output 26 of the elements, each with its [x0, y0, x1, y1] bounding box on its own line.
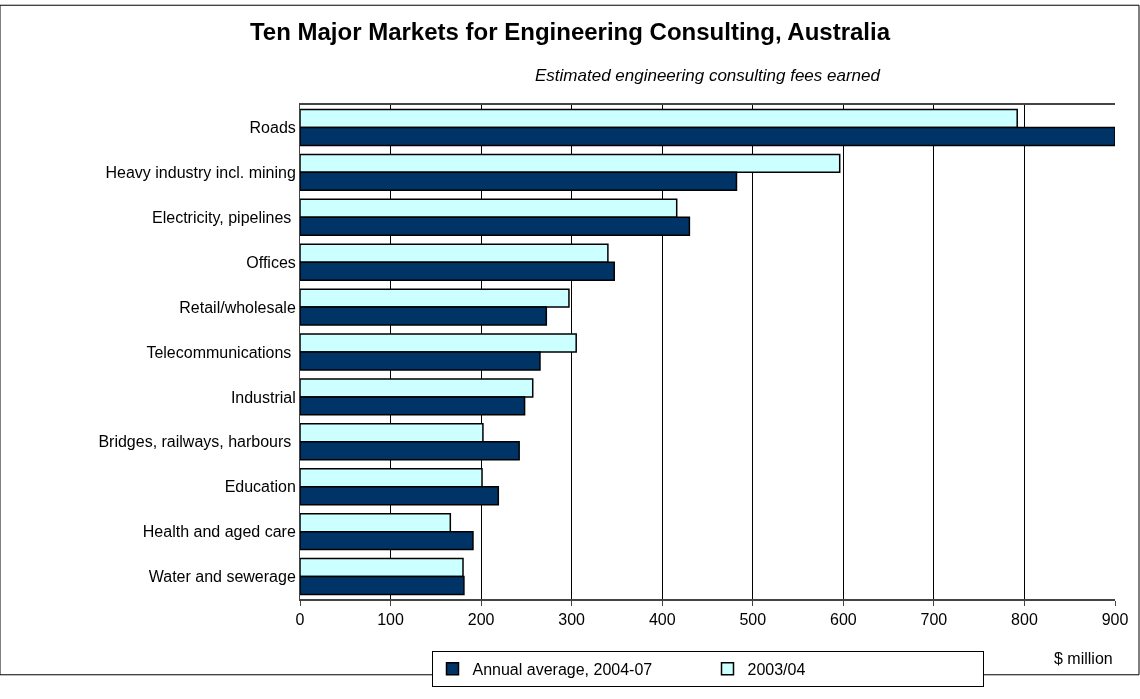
x-tick-label: 700	[920, 611, 948, 629]
y-tick-label: Offices	[246, 253, 296, 271]
chart-title: Ten Major Markets for Engineering Consulting, Australia	[249, 17, 891, 45]
x-tick-label: 0	[295, 611, 305, 629]
y-tick-label: Industrial	[230, 388, 296, 406]
y-tick-label: Heavy industry incl. mining	[105, 163, 296, 181]
y-tick-label: Roads	[249, 119, 296, 137]
y-tick-label: Retail/wholesale	[179, 298, 296, 316]
x-tick-label: 100	[377, 611, 405, 629]
x-tick-label: 900	[1101, 611, 1129, 629]
x-tick-label: 500	[739, 611, 767, 629]
y-tick-label: Bridges, railways, harbours	[98, 433, 296, 451]
x-tick-label: 400	[648, 611, 676, 629]
x-tick-label: 800	[1011, 611, 1038, 629]
chart-subtitle: Estimated engineering consulting fees earned	[535, 66, 881, 85]
y-tick-label: Health and aged care	[142, 523, 296, 541]
y-tick-label: Electricity, pipelines	[152, 208, 296, 226]
x-axis-title: $ million	[1054, 650, 1113, 667]
x-tick-label: 600	[829, 611, 857, 629]
legend-label: Annual average, 2004-07	[472, 661, 653, 679]
y-tick-label: Telecommunications	[146, 343, 296, 361]
legend-label: 2003/04	[747, 661, 806, 679]
x-tick-label: 200	[467, 611, 495, 629]
y-tick-label: Water and sewerage	[148, 568, 296, 586]
y-tick-label: Education	[224, 478, 296, 496]
x-tick-label: 300	[558, 611, 586, 629]
